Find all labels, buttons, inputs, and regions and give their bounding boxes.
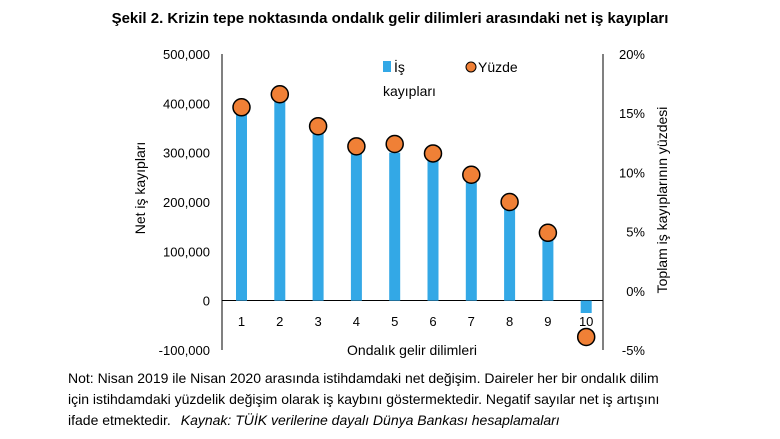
y-tick-label-right: 10% (619, 165, 645, 180)
x-tick-label: 9 (544, 314, 551, 329)
x-tick-label: 8 (506, 314, 513, 329)
point-8 (500, 192, 519, 212)
chart-title: Şekil 2. Krizin tepe noktasında ondalık … (111, 10, 669, 27)
bar-5 (389, 152, 401, 301)
chart-area: -100,000 0 100,000 200,000 300,000 400,000 500… (132, 47, 670, 358)
bar-2 (274, 99, 286, 301)
point-1 (232, 98, 251, 117)
note-source: Kaynak: TÜİK verilerine dayalı Dünya Ban… (180, 412, 560, 428)
note-line-3-text: ifade etmektedir. (68, 412, 171, 428)
x-tick-label: 6 (429, 314, 436, 329)
y-tick-label-left: 200,000 (163, 195, 210, 210)
y-tick-label-left: 400,000 (163, 96, 210, 111)
y-tick-label-right: -5% (622, 343, 646, 358)
y-axis-title-left: Net iş kayıpları (132, 142, 148, 235)
y-tick-label-left: 100,000 (163, 244, 210, 259)
point-3 (308, 116, 328, 136)
y-tick-label-left: 300,000 (163, 146, 210, 161)
point-2 (270, 85, 290, 104)
bar-4 (350, 150, 362, 301)
point-4 (347, 137, 366, 156)
x-tick-label: 4 (353, 314, 360, 329)
legend-bar-label-line-1: İş (394, 58, 405, 75)
legend-bar-swatch (383, 61, 391, 72)
bar-6 (427, 156, 439, 301)
bar-7 (465, 177, 477, 301)
point-9 (538, 223, 558, 243)
x-tick-label: 5 (391, 314, 398, 329)
y-tick-label-right: 5% (626, 225, 645, 240)
x-axis-title: Ondalık gelir dilimleri (347, 342, 477, 358)
x-tick-label: 3 (314, 314, 321, 329)
note-line-3: ifade etmektedir. Kaynak: TÜİK verilerine… (68, 410, 768, 431)
point-10 (576, 327, 596, 347)
point-5 (385, 134, 404, 154)
y-tick-label-left: 0 (203, 294, 210, 309)
legend-point-label: Yüzde (478, 59, 518, 75)
legend-point-swatch (465, 61, 477, 73)
x-tick-label: 1 (238, 314, 245, 329)
y-tick-label-right: 15% (619, 106, 645, 121)
chart-note: Not: Nisan 2019 ile Nisan 2020 arasında … (68, 368, 768, 431)
note-line-2: için istihdamdaki yüzdelik değişim olara… (68, 391, 660, 407)
x-tick-label: 10 (579, 314, 593, 329)
point-6 (423, 144, 443, 163)
y-tick-label-right: 20% (619, 47, 645, 62)
y-tick-label-left: 500,000 (163, 47, 210, 62)
x-tick-label: 7 (468, 314, 475, 329)
note-line-1: Not: Nisan 2019 ile Nisan 2020 arasında … (68, 370, 659, 386)
y-tick-label-right: 0% (626, 284, 645, 299)
bar-9 (542, 234, 554, 301)
y-tick-label-left: -100,000 (159, 343, 210, 358)
point-7 (462, 165, 481, 185)
bar-8 (504, 202, 516, 301)
bar-10 (580, 300, 592, 313)
bar-1 (236, 110, 247, 301)
bar-3 (312, 131, 324, 301)
x-tick-label: 2 (276, 314, 283, 329)
y-axis-title-right: Toplam iş kayıplarının yüzdesi (654, 107, 670, 294)
legend-bar-label-line-2: kayıpları (383, 83, 436, 99)
